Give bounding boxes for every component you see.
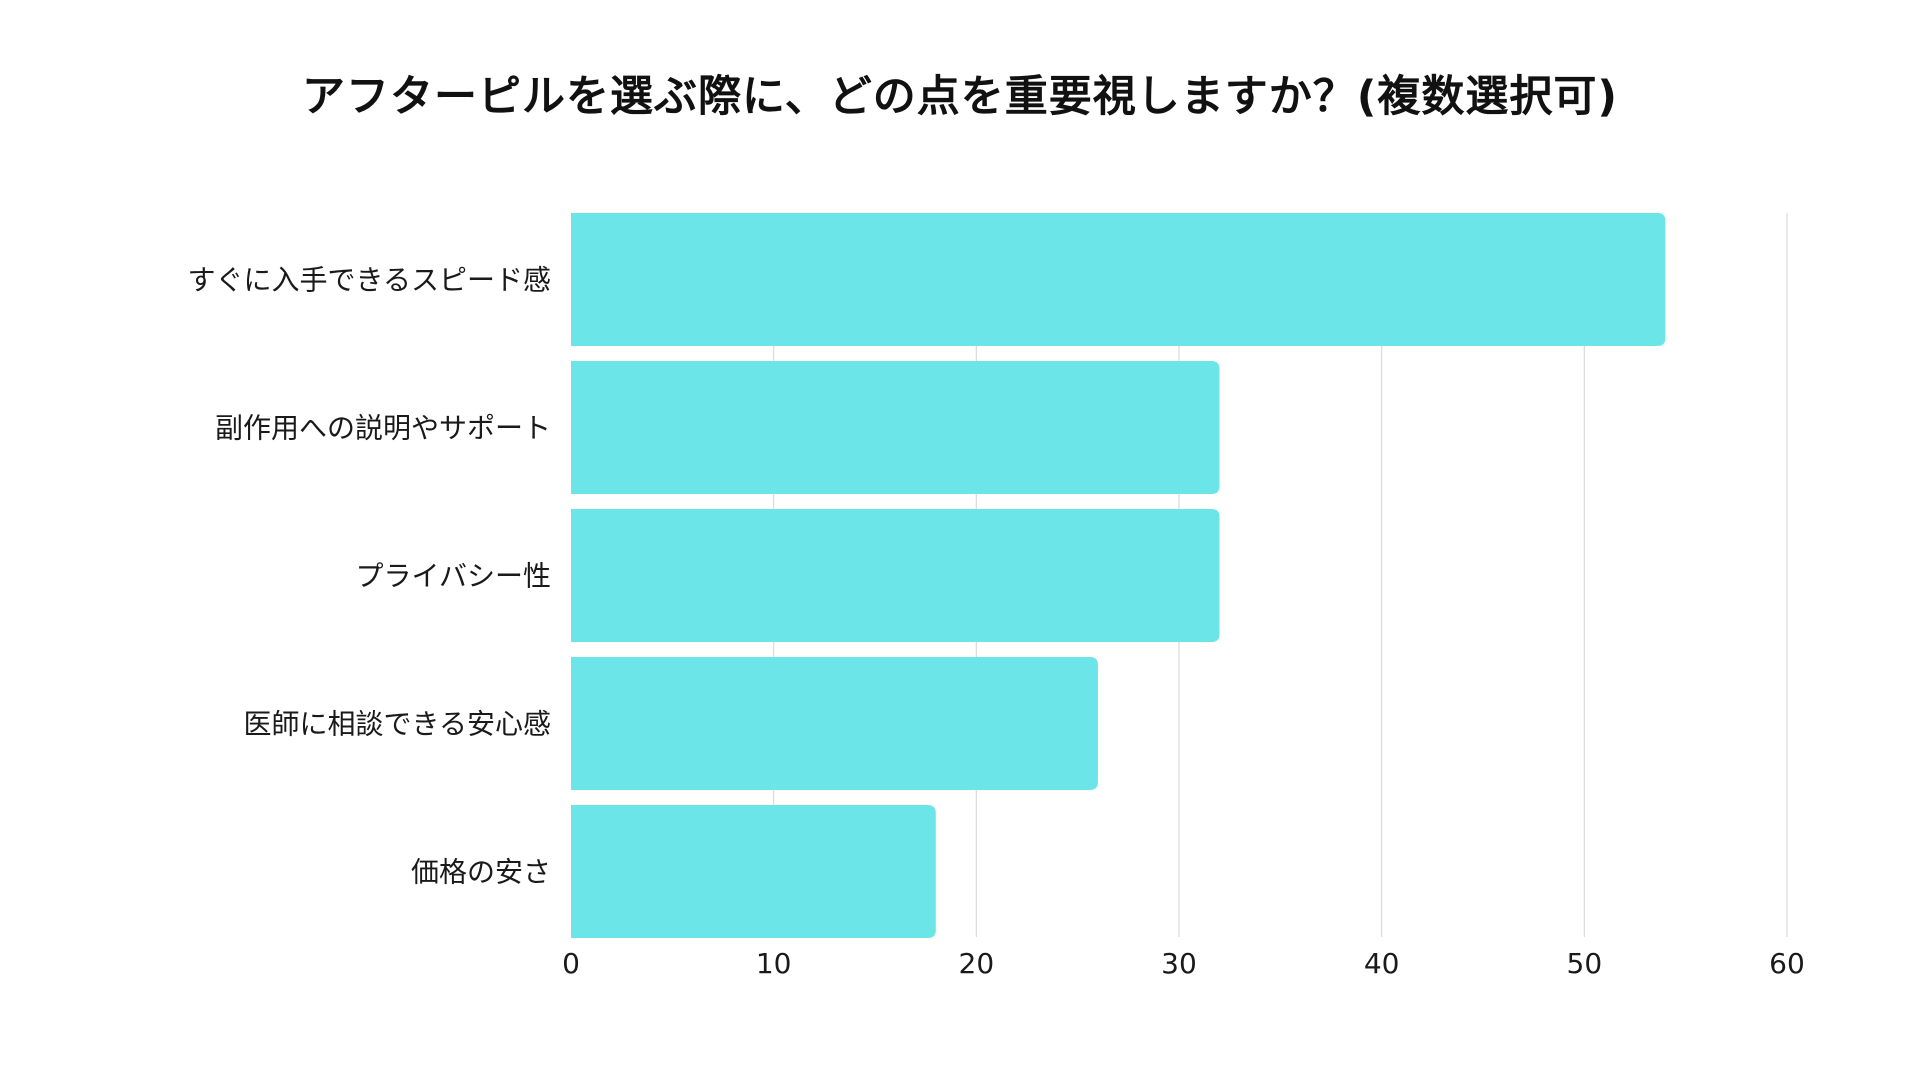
chart-title: アフターピルを選ぶ際に、どの点を重要視しますか？(複数選択可)	[301, 72, 1618, 122]
category-label-1: 副作用への説明やサポート	[215, 412, 551, 445]
bar-2	[571, 509, 1220, 642]
x-tick-label-40: 40	[1364, 947, 1400, 980]
x-tick-label-50: 50	[1567, 947, 1603, 980]
x-tick-label-20: 20	[959, 947, 995, 980]
label-layer: すぐに入手できるスピード感副作用への説明やサポートプライバシー性医師に相談できる…	[188, 264, 551, 889]
category-label-3: 医師に相談できる安心感	[244, 708, 551, 741]
category-label-0: すぐに入手できるスピード感	[188, 264, 551, 297]
bar-0	[571, 213, 1666, 346]
x-tick-label-10: 10	[756, 947, 792, 980]
x-tick-label-0: 0	[562, 947, 580, 980]
bar-layer	[571, 213, 1666, 938]
category-label-2: プライバシー性	[356, 560, 551, 593]
tick-layer: 0 10 20 30 40 50 60	[562, 947, 1805, 980]
bar-1	[571, 361, 1220, 494]
bar-4	[571, 805, 936, 938]
category-label-4: 価格の安さ	[411, 856, 551, 889]
x-tick-label-30: 30	[1161, 947, 1197, 980]
bar-3	[571, 657, 1098, 790]
x-tick-label-60: 60	[1769, 947, 1805, 980]
